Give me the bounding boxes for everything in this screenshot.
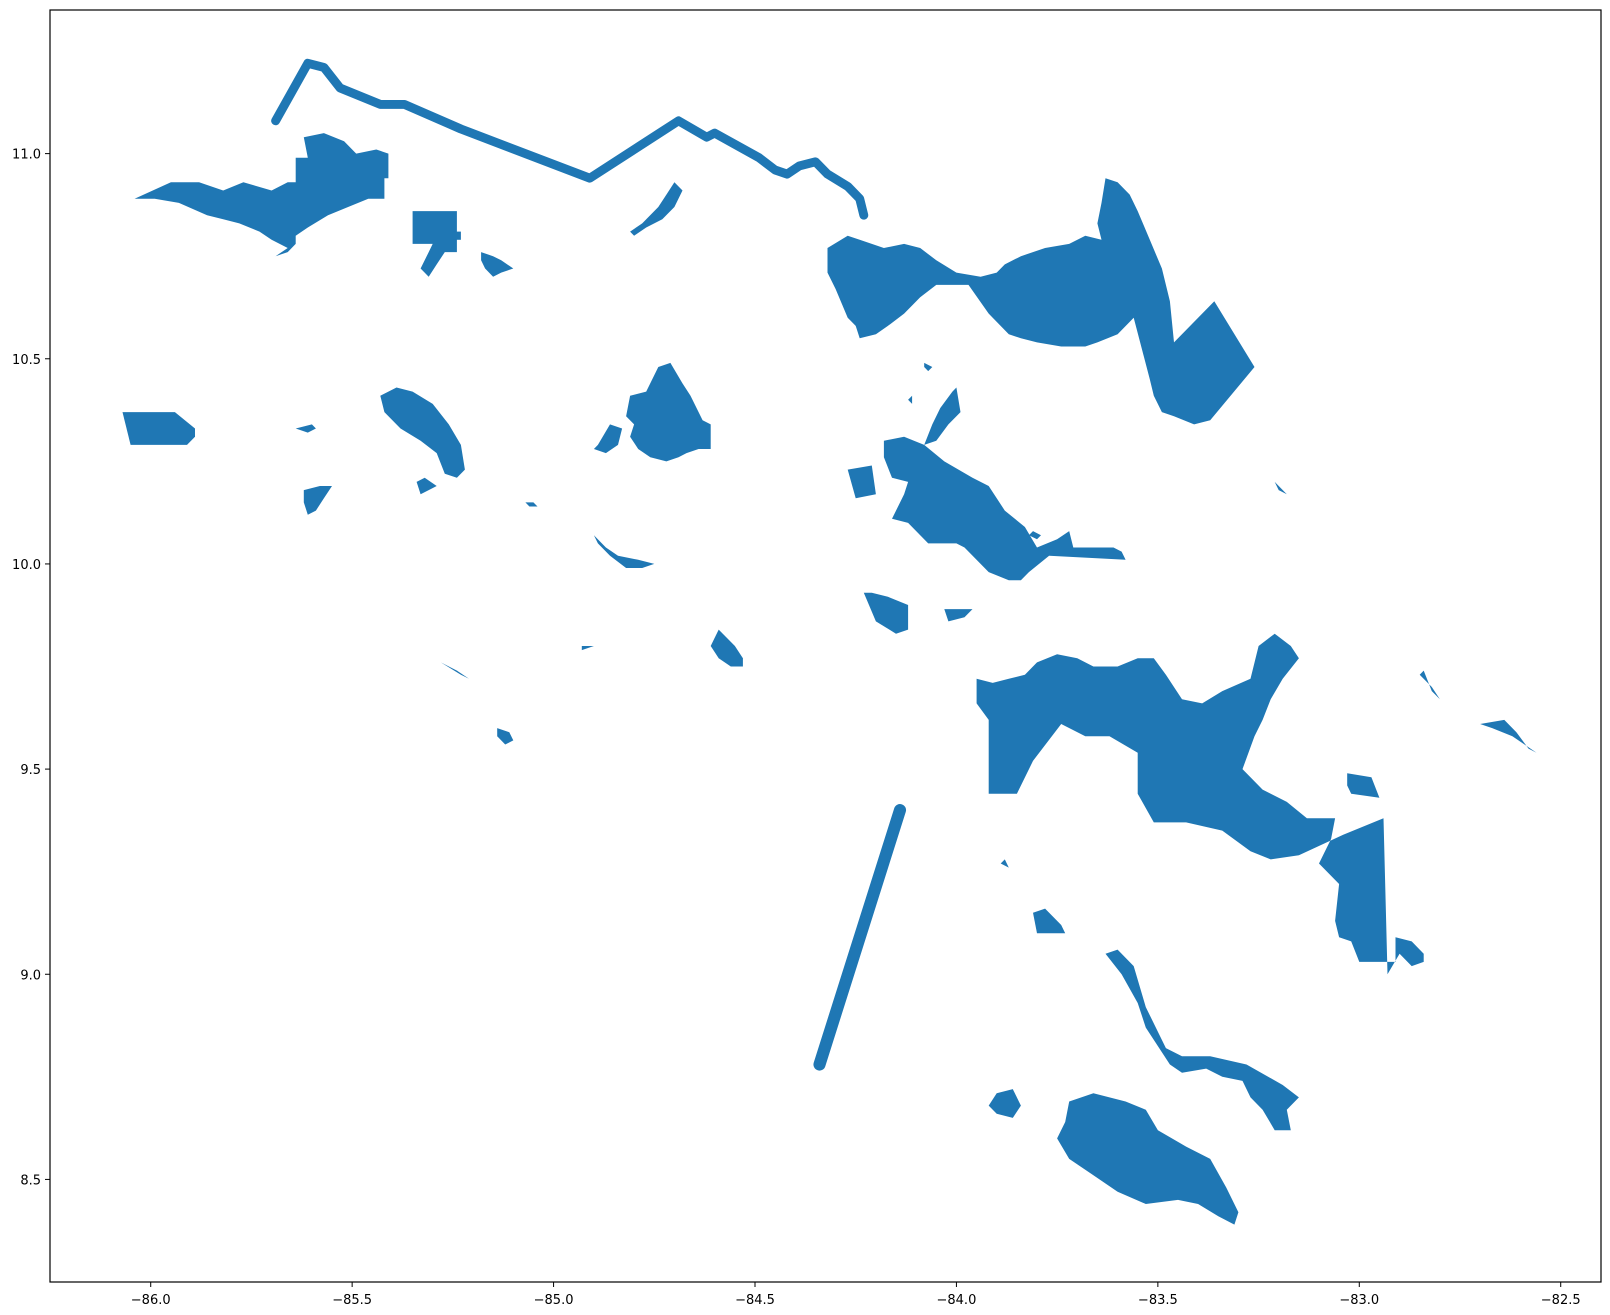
north-central-block [827, 178, 1255, 425]
y-tick-label: 9.0 [20, 968, 41, 983]
mid-patch-i [863, 592, 909, 634]
tiny-patch-r [1000, 859, 1009, 868]
small-sliver-a [295, 424, 316, 433]
south-ring-patch [988, 1089, 1021, 1118]
y-tick-label: 11.0 [12, 148, 41, 163]
y-tick-label: 10.0 [12, 558, 41, 573]
small-patch-b [481, 252, 514, 277]
lake-edge-patch [630, 182, 683, 236]
y-tick-label: 9.5 [20, 763, 41, 778]
south-east-big-block [976, 633, 1424, 975]
small-patch-h [847, 465, 876, 499]
northern-border-strip [271, 58, 869, 220]
mid-patch-j [944, 609, 973, 622]
x-tick-label: −86.0 [131, 1293, 171, 1308]
east-patch-k [1347, 773, 1380, 798]
north-east-patch [924, 387, 961, 445]
small-patch-c [416, 477, 437, 495]
x-tick-label: −83.5 [1138, 1293, 1178, 1308]
central-main-block [883, 436, 1126, 581]
south-patch-m [1033, 908, 1066, 934]
east-patch-o [1480, 719, 1537, 753]
x-tick-label: −82.5 [1541, 1293, 1581, 1308]
small-patch-f [710, 629, 743, 667]
small-patch-d [303, 486, 332, 515]
y-axis-ticks: 8.5 9.0 9.5 10.0 10.5 11.0 [12, 148, 50, 1188]
central-west-patch [380, 387, 465, 478]
small-sliver-b [525, 502, 538, 507]
central-strip-a [593, 535, 655, 568]
east-strip-n [1419, 670, 1440, 700]
small-patch-g [497, 728, 514, 745]
southern-corridor-strip [813, 804, 907, 1071]
small-patch-e [593, 424, 623, 454]
small-sliver-f [1274, 481, 1287, 495]
x-axis-ticks: −86.0 −85.5 −85.0 −84.5 −84.0 −83.5 −83.0 −82.5 [131, 1282, 1581, 1308]
far-west-block [122, 412, 195, 445]
region-shapes [122, 58, 1537, 1225]
rect-block-a [412, 211, 457, 277]
rect-block-a-tab [452, 231, 461, 240]
small-sliver-d [581, 646, 594, 651]
x-tick-label: −83.0 [1339, 1293, 1379, 1308]
south-peninsula-block [1057, 1093, 1239, 1225]
central-block [626, 362, 711, 462]
north-west-block [134, 133, 389, 257]
axes-frame [49, 9, 1602, 1283]
x-tick-label: −84.5 [735, 1293, 775, 1308]
south-east-patch-l [1105, 949, 1299, 1131]
y-tick-label: 10.5 [12, 353, 41, 368]
y-tick-label: 8.5 [20, 1173, 41, 1188]
tiny-patch-q [908, 395, 913, 404]
x-tick-label: −85.5 [332, 1293, 372, 1308]
small-sliver-c [440, 662, 469, 679]
small-sliver-e [1028, 531, 1041, 540]
tiny-patch-p [924, 362, 933, 372]
x-tick-label: −85.0 [534, 1293, 574, 1308]
x-tick-label: −84.0 [937, 1293, 977, 1308]
